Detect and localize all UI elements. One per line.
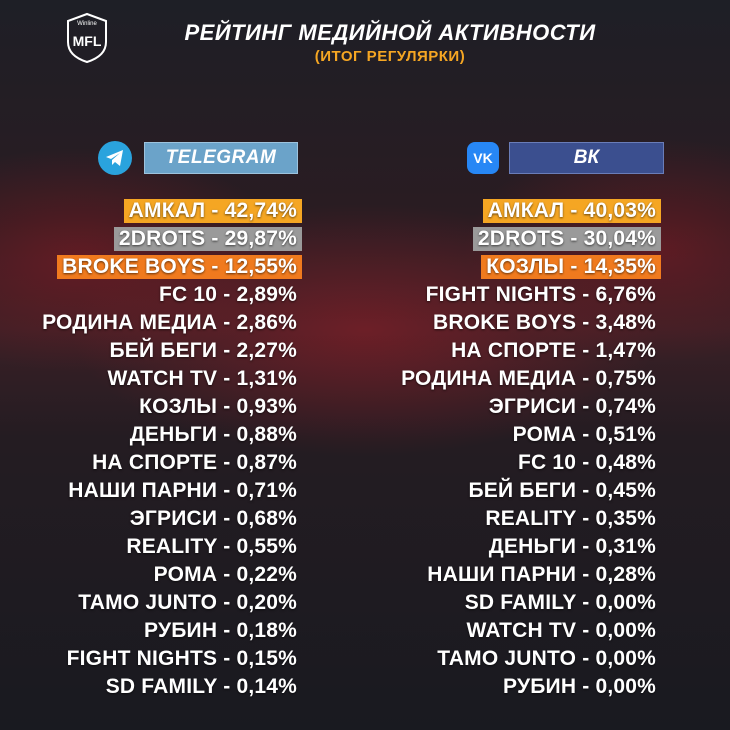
list-item: FIGHT NIGHTS - 6,76%	[425, 283, 656, 306]
vk-label: ВК	[509, 142, 664, 174]
list-item: ЭГРИСИ - 0,68%	[129, 507, 297, 530]
page-subtitle: (ИТОГ РЕГУЛЯРКИ)	[314, 48, 466, 65]
list-item: WATCH TV - 0,00%	[466, 619, 656, 642]
list-item: REALITY - 0,35%	[485, 507, 656, 530]
list-item: SD FAMILY - 0,00%	[464, 591, 656, 614]
list-item: ЭГРИСИ - 0,74%	[488, 395, 656, 418]
telegram-ranking-list: АМКАЛ - 42,74% 2DROTS - 29,87% BROKE BOY…	[37, 197, 302, 701]
list-item: BROKE BOYS - 3,48%	[433, 311, 656, 334]
list-item: РОМА - 0,51%	[512, 423, 656, 446]
list-item: РУБИН - 0,00%	[503, 675, 656, 698]
logo-main-text: MFL	[73, 33, 102, 49]
telegram-icon	[98, 141, 132, 175]
list-item: НА СПОРТЕ - 1,47%	[451, 339, 656, 362]
telegram-header: TELEGRAM	[98, 140, 298, 176]
list-item: 2DROTS - 29,87%	[37, 225, 302, 253]
list-item: РОДИНА МЕДИА - 0,75%	[401, 367, 656, 390]
list-item: 2DROTS - 30,04%	[396, 225, 661, 253]
list-item: РОМА - 0,22%	[153, 563, 297, 586]
list-item: БЕЙ БЕГИ - 0,45%	[468, 479, 656, 502]
list-item: REALITY - 0,55%	[126, 535, 297, 558]
list-item: КОЗЛЫ - 14,35%	[396, 253, 661, 281]
list-item: FIGHT NIGHTS - 0,15%	[66, 647, 297, 670]
telegram-label: TELEGRAM	[144, 142, 298, 174]
list-item: БЕЙ БЕГИ - 2,27%	[109, 339, 297, 362]
mfl-logo: Winline MFL	[67, 12, 107, 64]
logo-top-text: Winline	[77, 21, 97, 27]
list-item: BROKE BOYS - 12,55%	[37, 253, 302, 281]
page-title: РЕЙТИНГ МЕДИЙНОЙ АКТИВНОСТИ	[184, 20, 596, 45]
vk-icon: VK	[467, 142, 499, 174]
list-item: ДЕНЬГИ - 0,31%	[488, 535, 656, 558]
list-item: ДЕНЬГИ - 0,88%	[129, 423, 297, 446]
list-item: SD FAMILY - 0,14%	[105, 675, 297, 698]
list-item: РУБИН - 0,18%	[144, 619, 297, 642]
list-item: TAMO JUNTO - 0,20%	[78, 591, 297, 614]
vk-header: VK ВК	[467, 140, 664, 176]
list-item: АМКАЛ - 40,03%	[396, 197, 661, 225]
list-item: НАШИ ПАРНИ - 0,28%	[427, 563, 656, 586]
list-item: НА СПОРТЕ - 0,87%	[92, 451, 297, 474]
list-item: TAMO JUNTO - 0,00%	[437, 647, 656, 670]
list-item: АМКАЛ - 42,74%	[37, 197, 302, 225]
list-item: КОЗЛЫ - 0,93%	[139, 395, 297, 418]
vk-ranking-list: АМКАЛ - 40,03% 2DROTS - 30,04% КОЗЛЫ - 1…	[396, 197, 661, 701]
list-item: НАШИ ПАРНИ - 0,71%	[68, 479, 297, 502]
list-item: FC 10 - 0,48%	[518, 451, 656, 474]
list-item: FC 10 - 2,89%	[159, 283, 297, 306]
list-item: РОДИНА МЕДИА - 2,86%	[42, 311, 297, 334]
list-item: WATCH TV - 1,31%	[107, 367, 297, 390]
